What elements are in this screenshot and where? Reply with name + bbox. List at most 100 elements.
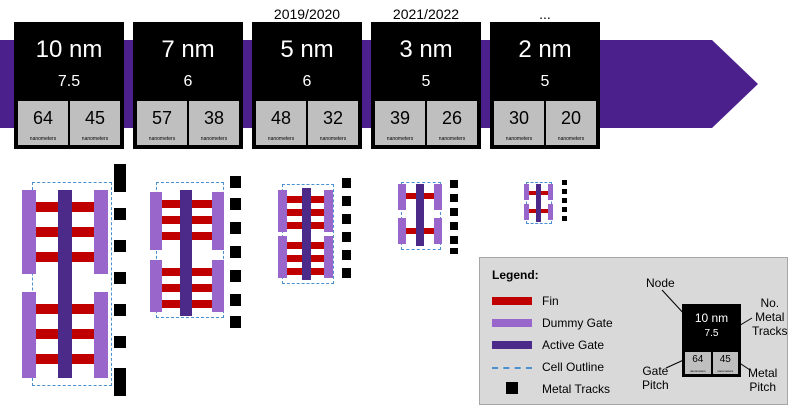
pitch-row: 30 nanometers 20 nanometers — [494, 101, 596, 145]
pitch-row: 57 nanometers 38 nanometers — [137, 101, 239, 145]
metal-track — [562, 180, 567, 185]
pitch-row: 64 nanometers 45 nanometers — [685, 352, 738, 374]
dummy-gate — [524, 204, 529, 220]
metal-track — [230, 246, 241, 258]
metal-track — [450, 194, 458, 202]
node-name: 2 nm — [518, 36, 572, 63]
node-box: 7 nm 6 57 nanometers 38 nanometers — [133, 22, 243, 149]
cell-outline — [526, 182, 552, 224]
gate-pitch-value: 48 — [270, 108, 292, 128]
metal-pitch-value: 45 — [84, 108, 106, 128]
cell-diagram-2nm — [524, 180, 574, 230]
metal-pitch-value: 32 — [322, 108, 344, 128]
unit-label: nanometers — [29, 136, 57, 142]
dummy-gate — [524, 184, 529, 200]
active-gate-swatch — [492, 341, 532, 349]
dummy-gate-swatch — [492, 319, 532, 327]
dummy-gate — [212, 260, 224, 312]
metal-track — [342, 214, 351, 224]
metal-track — [230, 294, 241, 306]
legend-label: Fin — [542, 294, 559, 308]
metal-pitch: 20 nanometers — [546, 101, 596, 145]
cell-outline — [156, 182, 224, 318]
unit-label: nanometers — [267, 136, 295, 142]
unit-label: nanometers — [386, 136, 414, 142]
dummy-gate — [278, 190, 287, 232]
cell-outline — [282, 184, 334, 284]
year-label: 2021/2022 — [392, 6, 460, 22]
metal-track — [114, 164, 126, 192]
metal-track — [114, 208, 126, 220]
metal-track — [230, 316, 241, 328]
metal-track-swatch — [506, 382, 518, 394]
node-box: 10 nm 7.5 64 nanometers 45 nanometers — [14, 22, 124, 149]
dummy-gate — [94, 292, 108, 378]
gate-pitch: 64 nanometers — [18, 101, 68, 145]
gate-pitch: 48 nanometers — [256, 101, 306, 145]
metal-track — [450, 248, 458, 254]
gate-pitch-value: 30 — [508, 108, 530, 128]
metal-track — [114, 272, 126, 284]
cell-diagram-7nm — [150, 176, 245, 332]
node-name: 5 nm — [280, 36, 334, 63]
gate-pitch-value: 57 — [151, 108, 173, 128]
metal-track-count: 5 — [540, 73, 550, 90]
active-gate — [58, 190, 72, 378]
metal-pitch: 26 nanometers — [427, 101, 477, 145]
dummy-gate — [212, 192, 224, 250]
year-label: 2019/2020 — [273, 6, 341, 22]
metal-pitch-value: 26 — [441, 108, 463, 128]
unit-label: nanometers — [319, 136, 347, 142]
legend-label: Metal Tracks — [542, 382, 611, 396]
metal-track-count: 6 — [302, 73, 312, 90]
unit-label: nanometers — [200, 136, 228, 142]
cell-outline-swatch — [492, 367, 532, 369]
node-box: 2 nm 5 30 nanometers 20 nanometers — [490, 22, 600, 149]
dummy-gate — [150, 260, 162, 312]
unit-label: nanometers — [717, 369, 734, 373]
cell-diagram-10nm — [22, 164, 126, 402]
metal-track — [230, 176, 241, 188]
dummy-gate — [22, 292, 36, 378]
dummy-gate — [398, 218, 406, 244]
dummy-gate — [278, 236, 287, 278]
year-label: ... — [539, 6, 551, 22]
metal-track — [114, 304, 126, 316]
dummy-gate — [548, 204, 553, 220]
dummy-gate — [94, 190, 108, 274]
metal-track — [230, 222, 241, 234]
metal-pitch: 32 nanometers — [308, 101, 358, 145]
node-box: 3 nm 5 39 nanometers 26 nanometers — [371, 22, 481, 149]
unit-label: nanometers — [148, 136, 176, 142]
gate-pitch: 57 nanometers — [137, 101, 187, 145]
gate-pitch: 39 nanometers — [375, 101, 425, 145]
active-gate — [416, 184, 424, 246]
metal-track — [450, 208, 458, 216]
cell-diagram-3nm — [398, 178, 463, 258]
dummy-gate — [324, 190, 333, 232]
node-name: 7 nm — [161, 36, 215, 63]
node-name: 10 nm — [694, 311, 729, 325]
metal-track — [562, 189, 567, 194]
gate-pitch-value: 64 — [32, 108, 54, 128]
dummy-gate — [434, 218, 442, 244]
metal-track-count: 7.5 — [704, 328, 719, 339]
unit-label: nanometers — [505, 136, 533, 142]
dummy-gate — [548, 184, 553, 200]
callout-metal-tracks: No. Metal Tracks — [752, 296, 788, 338]
metal-pitch-value: 20 — [560, 108, 582, 128]
metal-track — [342, 178, 351, 188]
metal-pitch-value: 38 — [203, 108, 225, 128]
callout-gate-pitch: Gate Pitch — [642, 364, 669, 392]
metal-pitch: 45 nanometers — [70, 101, 120, 145]
metal-track — [114, 368, 126, 396]
metal-track — [562, 216, 567, 221]
dummy-gate — [22, 190, 36, 274]
cell-outline — [32, 182, 112, 386]
fin-swatch — [492, 297, 532, 305]
legend-panel: Legend: Fin Dummy Gate Active Gate Cell … — [479, 257, 788, 405]
callout-metal-pitch: Metal Pitch — [748, 366, 778, 394]
pitch-row: 48 nanometers 32 nanometers — [256, 101, 358, 145]
node-name: 10 nm — [35, 36, 103, 63]
dummy-gate — [398, 184, 406, 210]
